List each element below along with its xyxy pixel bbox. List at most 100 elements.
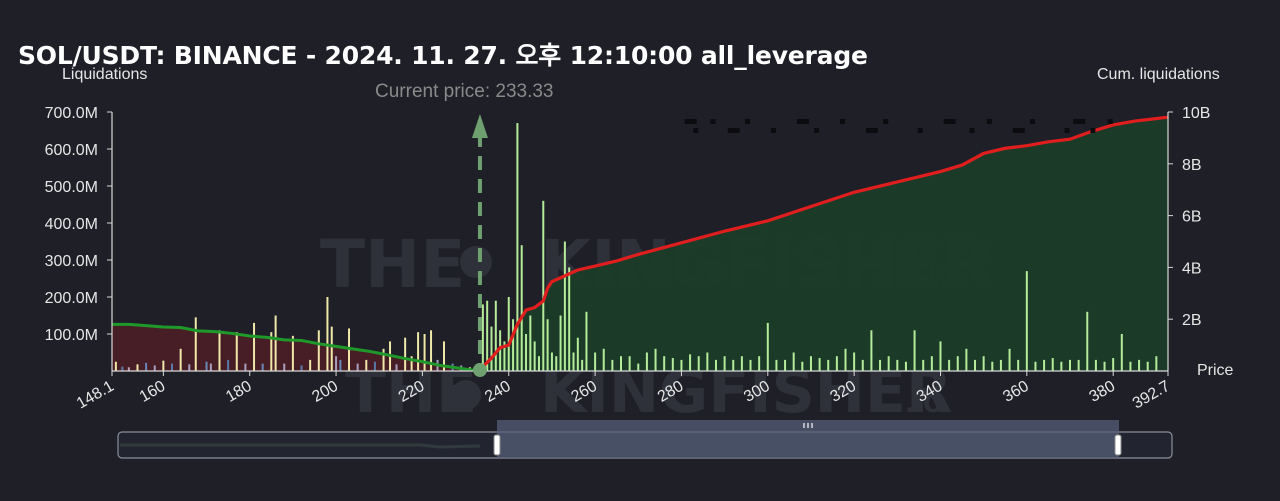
- dash-marker: [1029, 119, 1035, 124]
- short-bar: [550, 352, 553, 371]
- x-axis-title: Price: [1197, 362, 1234, 379]
- short-bar: [922, 359, 925, 371]
- short-bar: [507, 297, 510, 371]
- long-bar: [291, 335, 294, 371]
- cumulative-lines: [112, 115, 1169, 373]
- long-bar: [179, 348, 182, 371]
- svg-text:.IO: .IO: [905, 390, 943, 418]
- short-bar: [645, 352, 648, 371]
- slider-right-handle[interactable]: [1114, 434, 1122, 456]
- slider-left-handle[interactable]: [493, 434, 501, 456]
- short-bar: [503, 341, 506, 371]
- short-bar: [1129, 361, 1132, 371]
- short-bar: [546, 319, 549, 371]
- dash-marker: [770, 128, 776, 133]
- long-bar: [235, 332, 238, 371]
- long-bar: [430, 330, 433, 371]
- short-bar: [706, 352, 709, 371]
- short-bar: [533, 341, 536, 371]
- long-bar: [145, 362, 148, 371]
- dash-marker: [943, 119, 956, 124]
- short-cumulative-area: [479, 117, 1168, 372]
- short-bar: [1060, 361, 1063, 371]
- long-bar: [300, 365, 303, 371]
- short-bar: [1120, 334, 1123, 371]
- short-bar: [697, 356, 700, 371]
- short-bar: [512, 319, 515, 371]
- short-bar: [835, 356, 838, 371]
- short-bar: [1112, 358, 1115, 371]
- long-bar: [162, 360, 165, 371]
- short-bar: [844, 348, 847, 371]
- y2-tick-label: 4B: [1182, 260, 1202, 277]
- x-tick-label: 392.7: [1130, 378, 1173, 413]
- short-bar: [861, 359, 864, 371]
- short-bar: [809, 356, 812, 371]
- y-tick-label: 100.0M: [45, 327, 98, 344]
- short-bar: [1017, 359, 1020, 371]
- long-bar: [283, 363, 286, 371]
- short-bar: [1051, 358, 1054, 371]
- short-bar: [563, 241, 566, 371]
- short-bar: [887, 356, 890, 371]
- dash-marker: [1064, 128, 1070, 133]
- short-bar: [991, 361, 994, 371]
- short-bar: [801, 361, 804, 371]
- long-cumulative-line: [112, 322, 481, 373]
- short-bar: [637, 363, 640, 371]
- x-tick-label: 160: [137, 378, 169, 406]
- long-bar: [417, 332, 420, 371]
- long-bar: [356, 363, 359, 371]
- long-bar: [153, 365, 156, 371]
- y-tick-label: 400.0M: [45, 216, 98, 233]
- cumulative-fills: [112, 117, 1168, 372]
- short-cumulative-line: [478, 115, 1169, 371]
- short-bar: [853, 352, 856, 371]
- short-bar: [499, 330, 502, 371]
- short-bar: [723, 356, 726, 371]
- long-bar: [127, 367, 130, 371]
- long-bar: [423, 334, 426, 371]
- short-bar: [956, 356, 959, 371]
- short-bar: [1086, 311, 1089, 371]
- long-bar: [270, 332, 273, 371]
- short-bar: [740, 356, 743, 371]
- short-bar: [999, 359, 1002, 371]
- long-bar: [209, 363, 212, 371]
- long-bar: [244, 363, 247, 371]
- long-bar: [114, 361, 117, 371]
- y2-tick-label: 8B: [1182, 157, 1202, 174]
- x-tick-label: 360: [1000, 378, 1032, 406]
- y-tick-label: 600.0M: [45, 142, 98, 159]
- chart-title: SOL/USDT: BINANCE - 2024. 11. 27. 오후 12:…: [18, 41, 868, 70]
- short-bar: [974, 359, 977, 371]
- dash-marker: [883, 119, 889, 124]
- short-bar: [576, 337, 579, 371]
- short-bar: [486, 300, 489, 371]
- long-bar: [194, 317, 197, 371]
- short-liquidation-bars: [481, 123, 1158, 371]
- range-slider[interactable]: [117, 420, 1173, 459]
- dash-marker: [814, 128, 820, 133]
- short-bar: [818, 358, 821, 371]
- y2-axis-title: Cum. liquidations: [1097, 66, 1220, 83]
- short-bar: [581, 359, 584, 371]
- short-bar: [1155, 356, 1158, 371]
- short-bar: [870, 330, 873, 371]
- short-bar: [982, 356, 985, 371]
- long-bar: [317, 330, 320, 371]
- short-bar: [594, 352, 597, 371]
- short-bar: [481, 304, 484, 371]
- long-bar: [205, 361, 208, 371]
- dash-marker: [986, 119, 992, 124]
- long-bar: [309, 359, 312, 371]
- short-bar: [620, 356, 623, 371]
- dash-marker: [684, 119, 697, 124]
- short-bar: [792, 352, 795, 371]
- x-tick-label: 180: [223, 378, 255, 406]
- short-bar: [689, 354, 692, 371]
- dash-marker: [796, 119, 809, 124]
- short-bar: [948, 359, 951, 371]
- short-bar: [585, 311, 588, 371]
